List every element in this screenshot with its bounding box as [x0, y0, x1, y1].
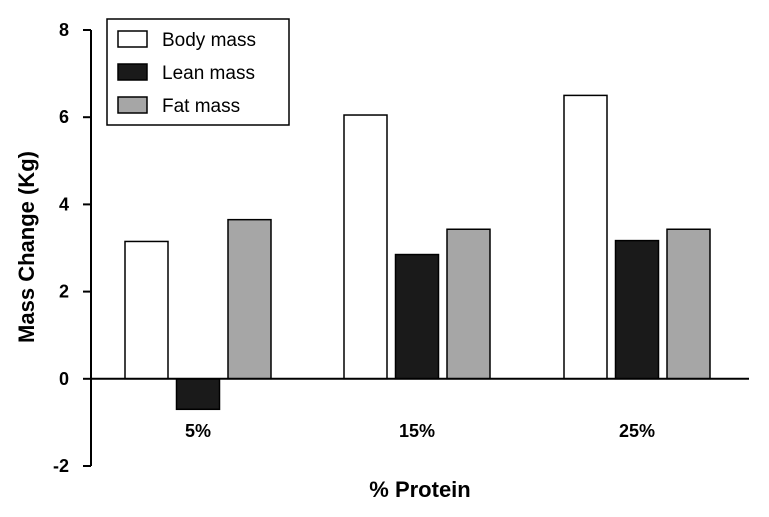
legend-label-body-mass: Body mass [162, 30, 256, 51]
bar-lean-mass-3 [614, 239, 660, 380]
y-tick-label: 2 [59, 282, 69, 302]
bars [124, 94, 711, 411]
legend-swatch-fat-mass [117, 96, 148, 114]
bar-body-mass-2 [343, 114, 388, 380]
x-category-label: 15% [399, 421, 435, 441]
bar-body-mass-3 [563, 94, 608, 380]
bar-lean-mass-1 [175, 378, 221, 411]
category-labels: 5% 15% 25% [185, 421, 655, 441]
legend: Body mass Lean mass Fat mass [106, 18, 290, 126]
y-tick-label: -2 [53, 456, 69, 476]
y-axis-title: Mass Change (Kg) [14, 151, 39, 343]
y-tick-label: 4 [59, 194, 69, 214]
legend-swatch-lean-mass [117, 63, 148, 81]
y-tick-label: 6 [59, 107, 69, 127]
x-category-label: 25% [619, 421, 655, 441]
legend-label-lean-mass: Lean mass [162, 63, 255, 84]
x-axis-title: % Protein [369, 477, 470, 502]
y-axis: -2 0 2 4 6 8 [53, 20, 92, 476]
legend-label-fat-mass: Fat mass [162, 96, 240, 117]
bar-fat-mass-1 [227, 218, 272, 380]
bar-fat-mass-2 [446, 228, 491, 380]
y-tick-label: 0 [59, 369, 69, 389]
bar-lean-mass-2 [394, 253, 440, 380]
x-category-label: 5% [185, 421, 211, 441]
y-tick-label: 8 [59, 20, 69, 40]
bar-body-mass-1 [124, 240, 169, 380]
bar-fat-mass-3 [666, 228, 711, 380]
legend-swatch-body-mass [117, 30, 148, 48]
